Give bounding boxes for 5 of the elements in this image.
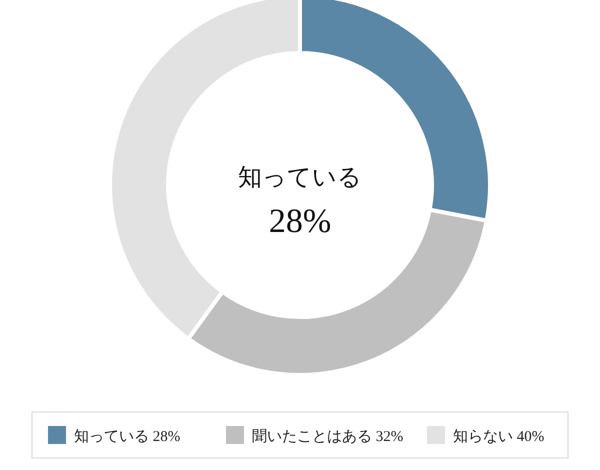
data-label: 28% — [268, 203, 332, 240]
legend-label: 聞いたことはある 32% — [252, 428, 404, 445]
slice-label: 知っている — [238, 165, 362, 191]
legend-label: 知らない 40% — [453, 428, 544, 445]
category-label: 知っている 28% — [74, 429, 180, 445]
